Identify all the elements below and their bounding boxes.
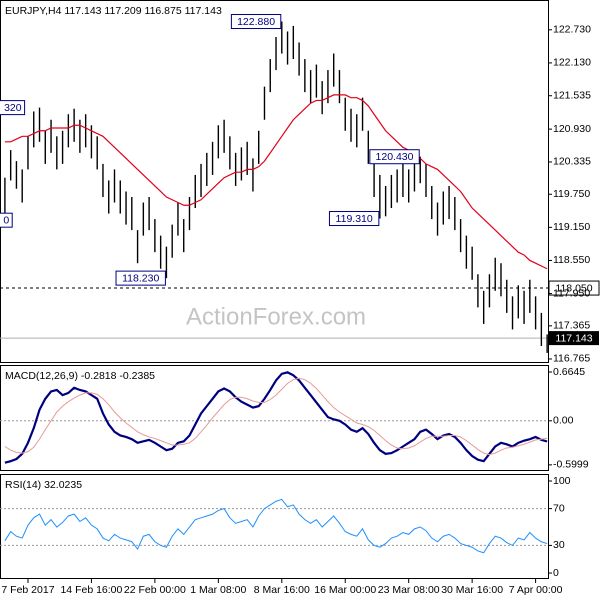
- y-tick-label: 0: [553, 567, 559, 579]
- annotation-box: [328, 211, 380, 227]
- macd-frame: [0, 365, 549, 471]
- y-tick-label: 0.6645: [553, 366, 585, 378]
- y-tick-label: 122.130: [553, 57, 591, 69]
- annotation-label: 119.310: [336, 213, 373, 225]
- moving-average: [4, 94, 548, 270]
- y-tick-label: 117.950: [553, 287, 590, 299]
- y-tick-label: 120.930: [553, 123, 591, 135]
- y-tick-label: 118.550: [553, 254, 590, 266]
- x-tick-label: 23 Mar 08:00: [378, 584, 440, 596]
- x-tick-label: 8 Mar 16:00: [254, 584, 310, 596]
- annotation-box: [115, 270, 166, 286]
- x-tick-label: 7 Feb 2017: [1, 584, 54, 596]
- level-label: 118.050: [555, 282, 592, 294]
- x-tick-label: 16 Mar 00:00: [314, 584, 376, 596]
- last-price-box: [549, 331, 599, 346]
- last-price-label: 117.143: [555, 332, 592, 344]
- y-tick-label: 119.750: [553, 188, 590, 200]
- y-tick-label: 120.335: [553, 156, 591, 168]
- y-tick-label: 117.365: [553, 320, 590, 332]
- level-box: [548, 280, 600, 296]
- annotation-label: 320: [4, 102, 22, 114]
- x-tick-label: 30 Mar 16:00: [441, 584, 503, 596]
- price-frame: [0, 0, 549, 363]
- x-tick-label: 7 Apr 00:00: [509, 584, 563, 596]
- indicator-line: [4, 498, 548, 554]
- indicator-line: [4, 371, 548, 464]
- annotation-box: [369, 149, 420, 165]
- y-tick-label: 70: [553, 502, 565, 514]
- x-tick-label: 14 Feb 16:00: [60, 584, 122, 596]
- annotation-box: [230, 14, 282, 30]
- indicator-line: [4, 377, 548, 456]
- y-tick-label: 119.150: [553, 221, 590, 233]
- y-tick-label: 100: [553, 475, 571, 487]
- annotation-label: 118.230: [122, 272, 159, 284]
- x-tick-label: 22 Feb 00:00: [124, 584, 186, 596]
- y-tick-label: -0.5999: [553, 459, 589, 471]
- rsi-frame: [0, 474, 549, 579]
- annotation-box: [0, 212, 13, 228]
- watermark: ActionForex.com: [186, 303, 366, 330]
- y-tick-label: 121.535: [553, 90, 591, 102]
- y-tick-label: 30: [553, 539, 565, 551]
- panel-title: RSI(14) 32.0235: [5, 479, 82, 491]
- annotation-box: [0, 100, 26, 116]
- y-tick-label: 0.00: [553, 415, 574, 427]
- annotation-label: 0: [3, 214, 9, 226]
- annotation-label: 122.880: [237, 16, 275, 28]
- x-tick-label: 1 Mar 08:00: [190, 584, 246, 596]
- annotation-label: 120.430: [376, 151, 414, 163]
- panel-title: MACD(12,26,9) -0.2818 -0.2385: [5, 370, 155, 382]
- y-tick-label: 122.730: [553, 24, 591, 36]
- y-tick-label: 116.765: [553, 353, 590, 365]
- panel-title: EURJPY,H4 117.143 117.209 116.875 117.14…: [5, 5, 222, 17]
